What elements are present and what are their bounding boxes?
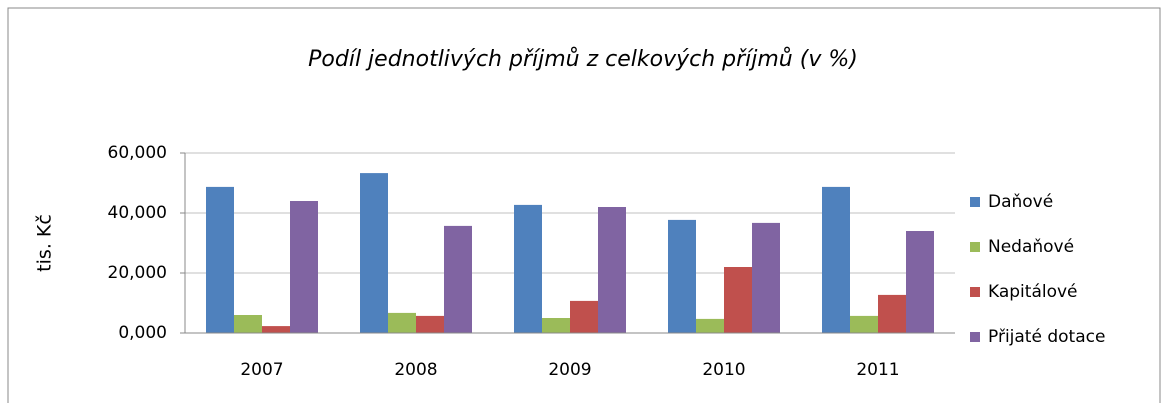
legend-label: Daňové xyxy=(988,192,1053,212)
chart-frame xyxy=(7,7,1161,403)
bar xyxy=(444,225,472,333)
bar xyxy=(724,267,752,333)
bar xyxy=(360,173,388,333)
legend-swatch xyxy=(970,287,980,297)
bar xyxy=(598,207,626,333)
legend-swatch xyxy=(970,197,980,207)
bar xyxy=(388,312,416,333)
x-tick-label: 2009 xyxy=(548,360,591,380)
bar xyxy=(262,326,290,333)
bar xyxy=(290,201,318,333)
bar xyxy=(696,318,724,333)
chart-title: Podíl jednotlivých příjmů z celkových př… xyxy=(308,46,858,72)
legend-label: Přijaté dotace xyxy=(988,327,1105,347)
legend-swatch xyxy=(970,242,980,252)
bar xyxy=(822,186,850,333)
y-tick-label: 20,000 xyxy=(108,263,167,283)
y-axis-label: tis. Kč xyxy=(34,214,56,272)
y-tick-label: 0,000 xyxy=(118,323,167,343)
x-tick-label: 2011 xyxy=(856,360,899,380)
bar xyxy=(752,222,780,333)
y-tick-label: 40,000 xyxy=(108,203,167,223)
legend-label: Nedaňové xyxy=(988,237,1074,257)
x-tick-label: 2010 xyxy=(702,360,745,380)
legend-label: Kapitálové xyxy=(988,282,1078,302)
bar xyxy=(906,231,934,333)
bar xyxy=(206,186,234,333)
bar xyxy=(416,315,444,333)
x-tick-label: 2007 xyxy=(240,360,283,380)
y-tick-label: 60,000 xyxy=(108,143,167,163)
bar xyxy=(570,300,598,333)
bar xyxy=(514,204,542,333)
bar xyxy=(542,318,570,333)
x-tick-label: 2008 xyxy=(394,360,437,380)
bar xyxy=(850,315,878,333)
bar xyxy=(878,294,906,333)
legend-swatch xyxy=(970,332,980,342)
bar xyxy=(234,315,262,333)
bar xyxy=(668,219,696,333)
